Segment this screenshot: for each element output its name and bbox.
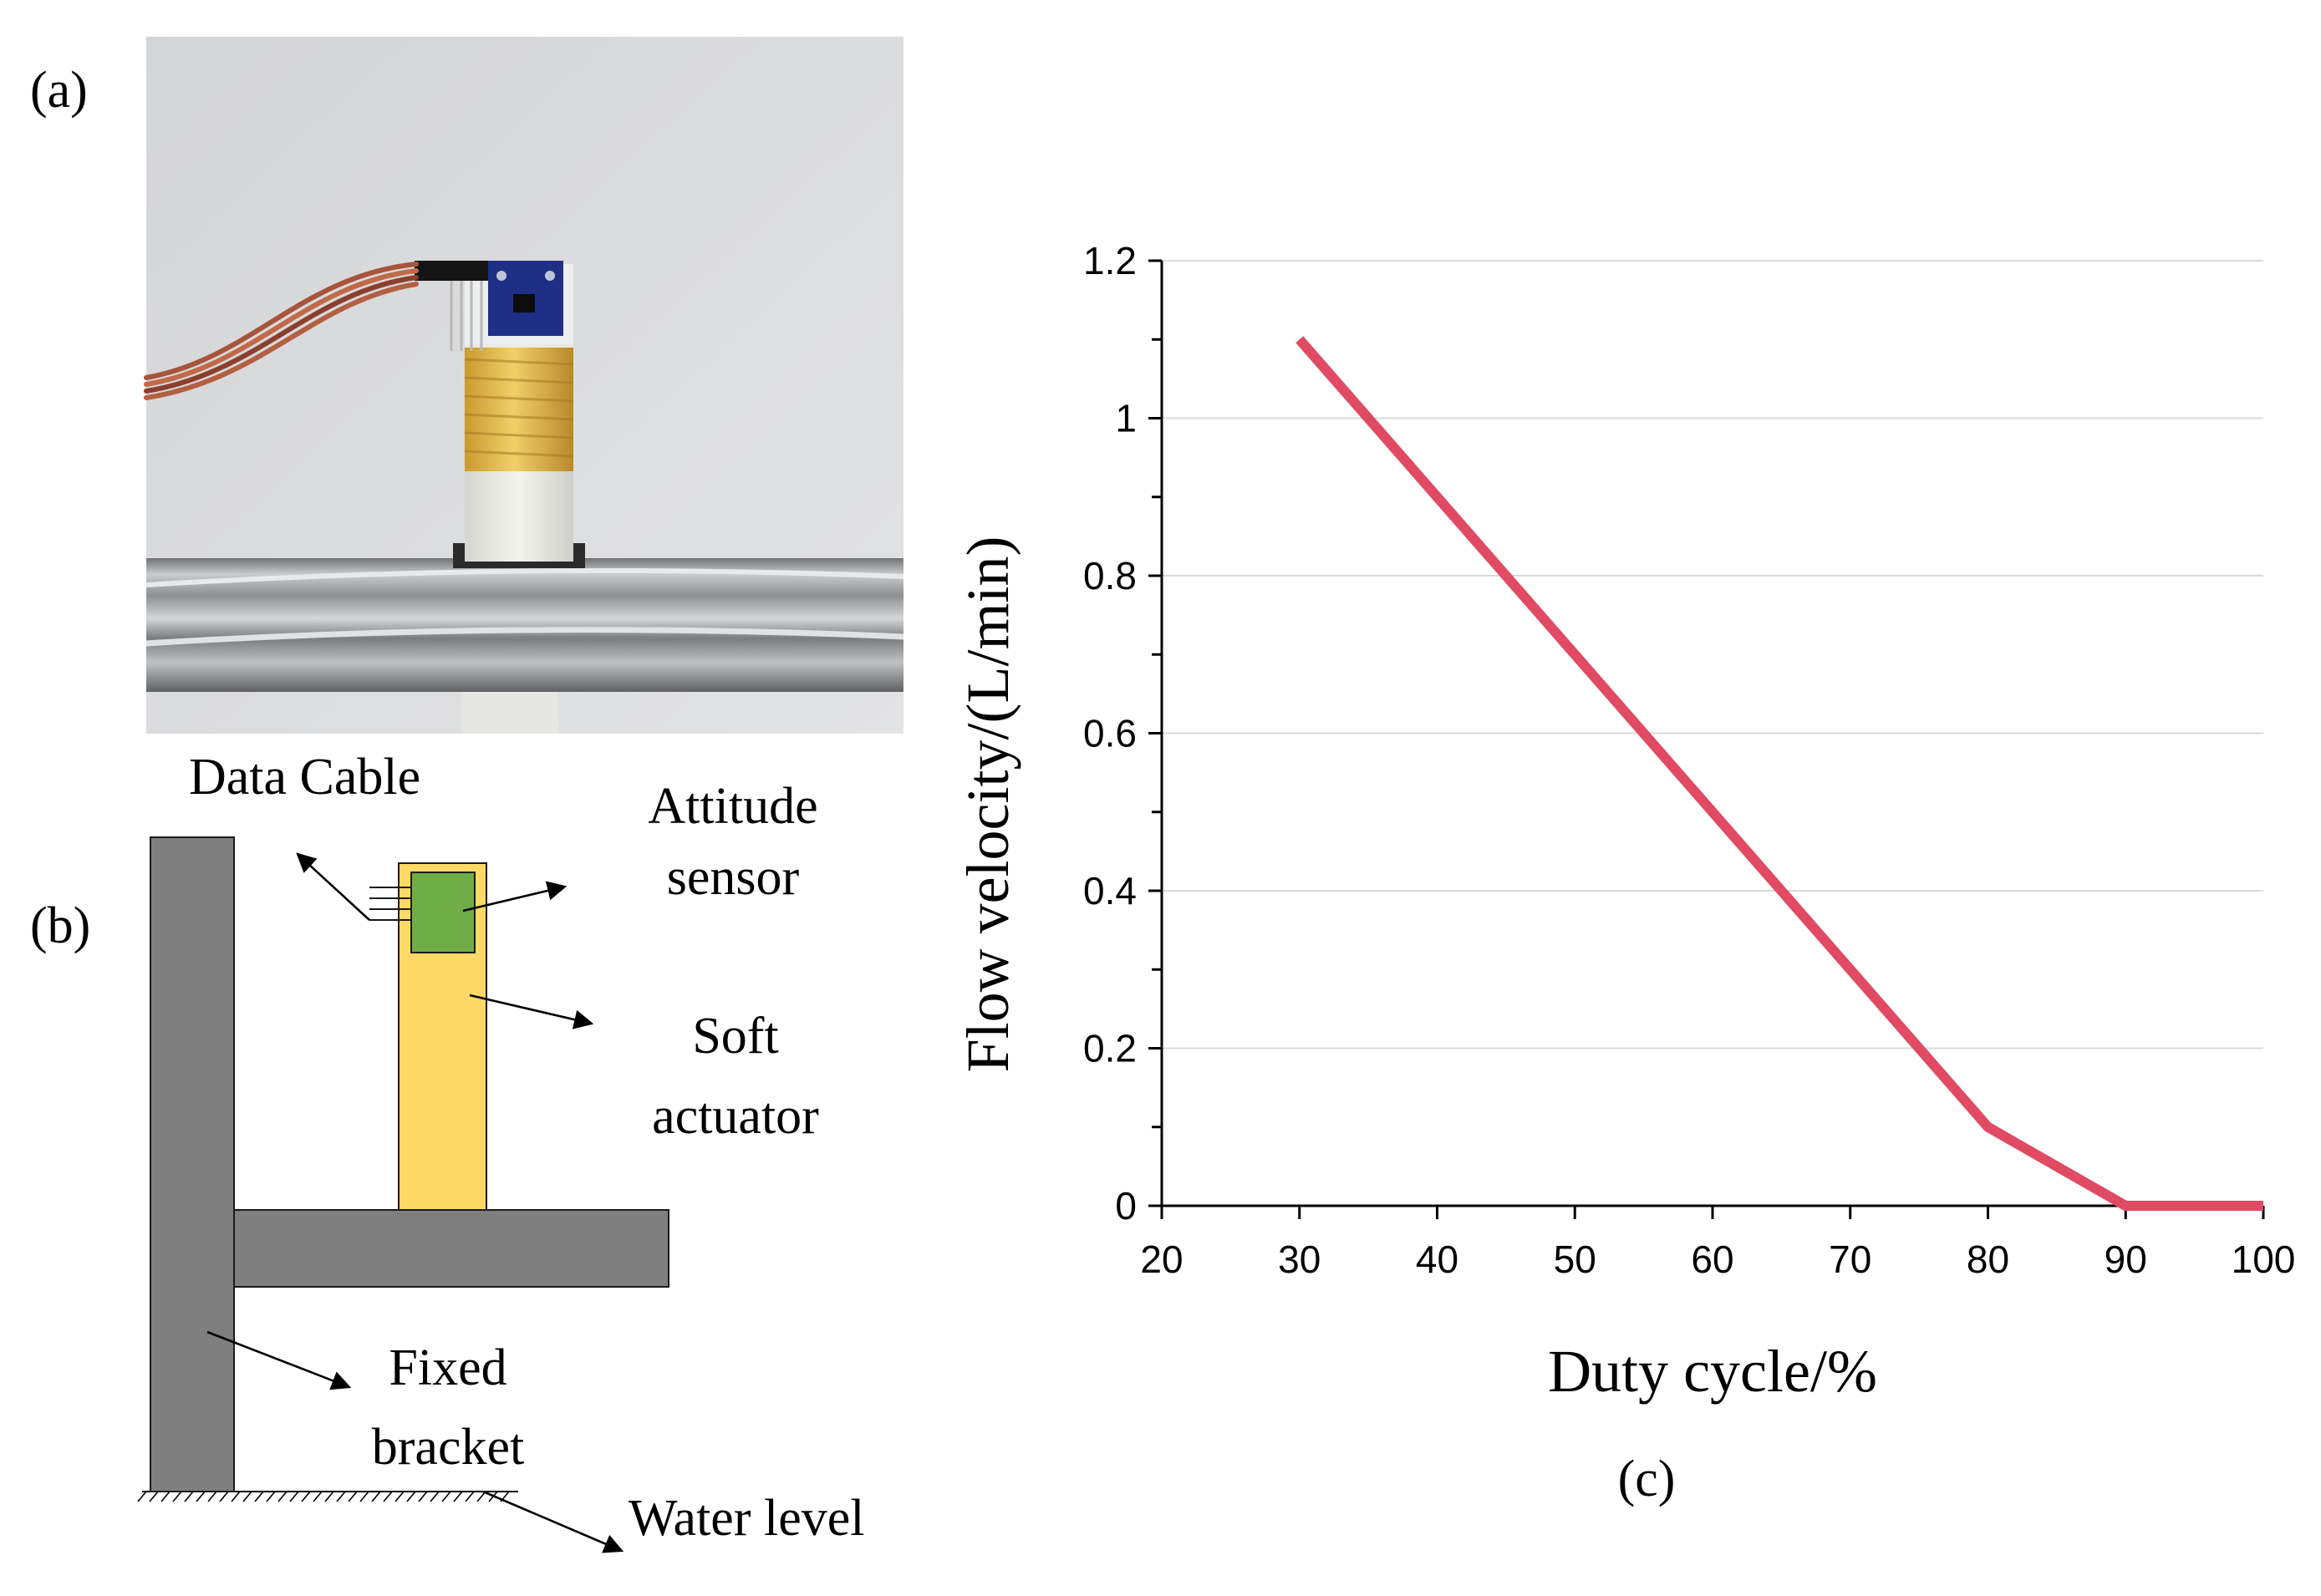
photo-header [415, 261, 488, 281]
label-soft-line2: actuator [652, 1088, 819, 1145]
panel-c-label: (c) [1618, 1451, 1676, 1507]
y-tick-label-3: 0.6 [1083, 712, 1137, 755]
y-tick-label-6: 1.2 [1083, 239, 1137, 282]
schematic: Data Cable Attitude sensor Soft actuator… [137, 749, 864, 1553]
label-attitude-line1: Attitude [648, 778, 817, 835]
label-attitude-line2: sensor [667, 849, 800, 906]
callout-arrows [206, 852, 624, 1553]
water-level-hatch [137, 1491, 510, 1502]
series-layer [1295, 336, 2264, 1211]
arrow-water-level [482, 1490, 624, 1553]
label-water-level: Water level [629, 1490, 864, 1547]
chart-gridlines [1162, 260, 2263, 1050]
x-tick-label-0: 20 [1140, 1238, 1183, 1281]
x-tick-label-3: 50 [1554, 1238, 1596, 1281]
x-tick-label-5: 70 [1829, 1238, 1871, 1281]
y-axis-ticks [1148, 259, 1162, 1207]
x-axis-ticks [1160, 1206, 2265, 1219]
x-tick-label-1: 30 [1278, 1238, 1321, 1281]
arrow-attitude-sensor [462, 881, 568, 912]
panel-b-label: (b) [30, 897, 90, 954]
photo-cable [144, 262, 419, 400]
arrow-fixed-bracket [206, 1330, 352, 1390]
arrow-data-cable [296, 852, 370, 921]
y-tick-label-5: 1 [1115, 397, 1137, 440]
flow-velocity-chart: 0 0.2 0.4 0.6 0.8 1 1.2 20 30 40 50 60 70 80 90 100 Du… [954, 239, 2295, 1405]
x-axis-title: Duty cycle/% [1548, 1338, 1877, 1405]
x-tick-label-8: 100 [2232, 1238, 2296, 1281]
y-tick-label-2: 0.4 [1083, 869, 1137, 912]
data-cable-stubs [369, 887, 411, 921]
y-axis-title: Flow velocity/(L/min) [954, 536, 1021, 1073]
x-tick-label-2: 40 [1416, 1238, 1458, 1281]
y-tick-labels: 0 0.2 0.4 0.6 0.8 1 1.2 [1083, 239, 1137, 1227]
label-fixed-line2: bracket [372, 1419, 524, 1476]
series-line-0 [1295, 336, 2263, 1211]
label-soft-line1: Soft [692, 1008, 778, 1065]
panel-a-label: (a) [30, 62, 88, 119]
x-tick-label-7: 90 [2105, 1238, 2147, 1281]
y-tick-label-4: 0.8 [1083, 554, 1137, 597]
y-tick-label-0: 0 [1115, 1184, 1137, 1227]
x-tick-label-4: 60 [1691, 1238, 1733, 1281]
fixed-bracket-vertical [150, 836, 235, 1492]
setup-photo [144, 37, 904, 734]
label-data-cable: Data Cable [189, 749, 420, 806]
photo-actuator-coil [465, 344, 573, 471]
attitude-sensor [410, 872, 476, 953]
x-tick-label-6: 80 [1967, 1238, 2009, 1281]
x-tick-labels: 20 30 40 50 60 70 80 90 100 [1140, 1238, 2295, 1281]
arrow-soft-actuator [469, 994, 594, 1029]
label-fixed-line1: Fixed [389, 1339, 506, 1396]
y-tick-label-1: 0.2 [1083, 1027, 1137, 1070]
fixed-bracket-arm [233, 1209, 669, 1288]
